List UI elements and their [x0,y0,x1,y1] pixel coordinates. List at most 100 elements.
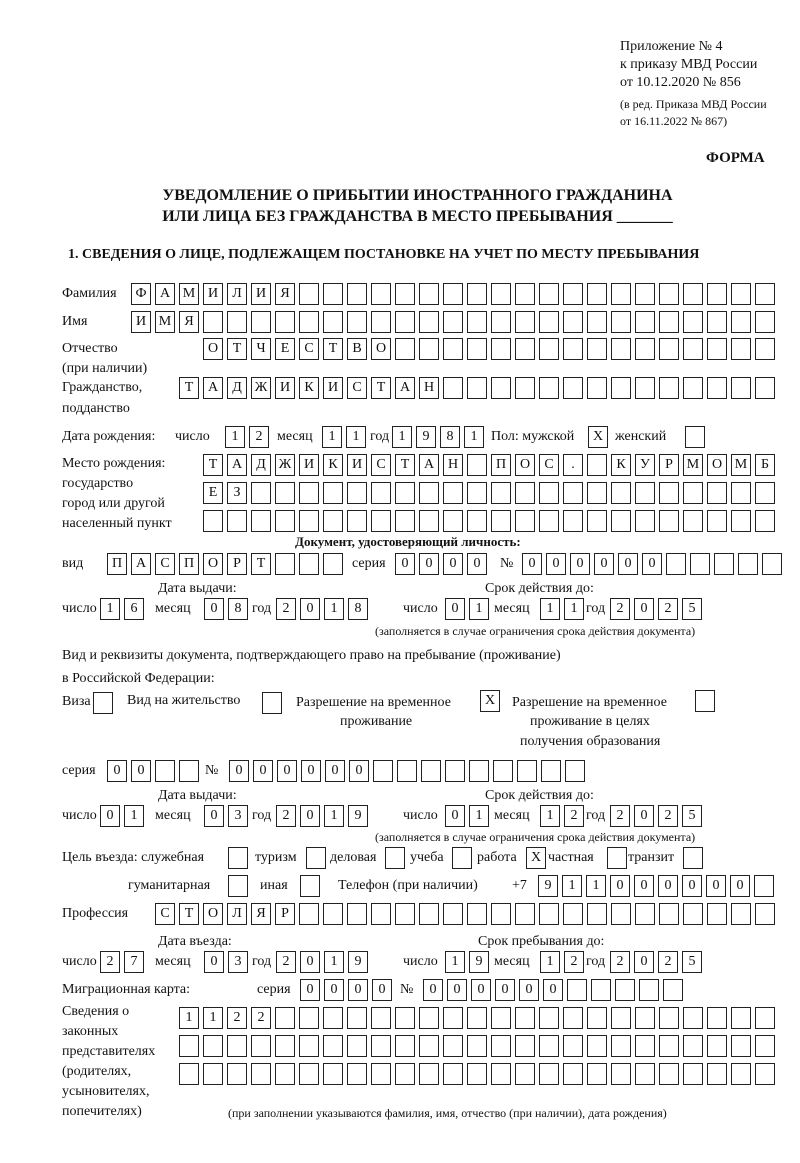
char-box[interactable]: 0 [423,979,443,1001]
char-box[interactable]: А [227,454,247,476]
char-box[interactable] [371,903,391,925]
char-box[interactable]: 0 [618,553,638,575]
char-box[interactable] [587,510,607,532]
char-box[interactable]: 1 [562,875,582,897]
char-box[interactable] [683,1035,703,1057]
char-box[interactable]: П [491,454,511,476]
char-box[interactable] [635,377,655,399]
char-box[interactable]: 0 [594,553,614,575]
char-box[interactable]: 1 [322,426,342,448]
char-box[interactable] [443,510,463,532]
sex-female-checkbox[interactable] [685,426,705,448]
char-box[interactable] [371,1007,391,1029]
char-box[interactable] [707,482,727,504]
char-box[interactable] [203,311,223,333]
char-box[interactable] [539,338,559,360]
char-box[interactable]: С [371,454,391,476]
char-box[interactable]: Е [203,482,223,504]
char-box[interactable] [567,979,587,1001]
char-box[interactable] [587,482,607,504]
char-box[interactable] [491,283,511,305]
char-box[interactable] [347,510,367,532]
char-box[interactable] [491,338,511,360]
char-box[interactable]: 0 [300,951,320,973]
char-box[interactable] [371,283,391,305]
char-box[interactable] [707,311,727,333]
char-box[interactable] [738,553,758,575]
char-box[interactable]: 0 [570,553,590,575]
char-box[interactable]: 2 [610,805,630,827]
char-box[interactable] [707,510,727,532]
char-box[interactable] [347,283,367,305]
char-box[interactable] [395,482,415,504]
char-box[interactable]: 0 [300,805,320,827]
char-box[interactable]: 9 [348,951,368,973]
char-box[interactable] [515,311,535,333]
char-box[interactable] [491,1035,511,1057]
char-box[interactable]: И [299,454,319,476]
char-box[interactable] [323,510,343,532]
char-box[interactable]: М [155,311,175,333]
char-box[interactable] [683,1007,703,1029]
char-box[interactable]: О [203,338,223,360]
char-box[interactable] [666,553,686,575]
char-box[interactable]: Т [179,903,199,925]
char-box[interactable] [443,311,463,333]
char-box[interactable] [421,760,441,782]
char-box[interactable]: 0 [730,875,750,897]
char-box[interactable] [587,283,607,305]
char-box[interactable] [659,903,679,925]
char-box[interactable] [300,875,320,897]
char-box[interactable] [323,311,343,333]
char-box[interactable] [395,510,415,532]
char-box[interactable] [731,1035,751,1057]
temp-residence-edu-checkbox[interactable] [695,690,715,712]
char-box[interactable] [395,1007,415,1029]
char-box[interactable] [515,338,535,360]
char-box[interactable] [731,1007,751,1029]
char-box[interactable]: 0 [131,760,151,782]
char-box[interactable]: И [203,283,223,305]
purpose-service-checkbox[interactable] [228,847,248,869]
char-box[interactable]: У [635,454,655,476]
char-box[interactable]: 2 [276,598,296,620]
char-box[interactable] [683,338,703,360]
char-box[interactable] [762,553,782,575]
char-box[interactable]: П [179,553,199,575]
char-box[interactable] [385,847,405,869]
char-box[interactable]: И [275,377,295,399]
char-box[interactable]: X [480,690,500,712]
char-box[interactable] [347,311,367,333]
temp-residence-checkbox[interactable]: X [480,690,500,712]
char-box[interactable] [683,510,703,532]
char-box[interactable]: 0 [204,951,224,973]
char-box[interactable]: 0 [349,760,369,782]
char-box[interactable]: 1 [445,951,465,973]
char-box[interactable] [299,482,319,504]
char-box[interactable]: Н [443,454,463,476]
char-box[interactable] [635,311,655,333]
char-box[interactable]: 1 [540,805,560,827]
char-box[interactable] [419,903,439,925]
char-box[interactable]: 8 [440,426,460,448]
char-box[interactable]: Я [275,283,295,305]
char-box[interactable] [587,311,607,333]
char-box[interactable] [685,426,705,448]
char-box[interactable]: З [227,482,247,504]
char-box[interactable] [755,482,775,504]
char-box[interactable]: 9 [348,805,368,827]
char-box[interactable]: 9 [538,875,558,897]
char-box[interactable] [491,311,511,333]
char-box[interactable] [323,903,343,925]
